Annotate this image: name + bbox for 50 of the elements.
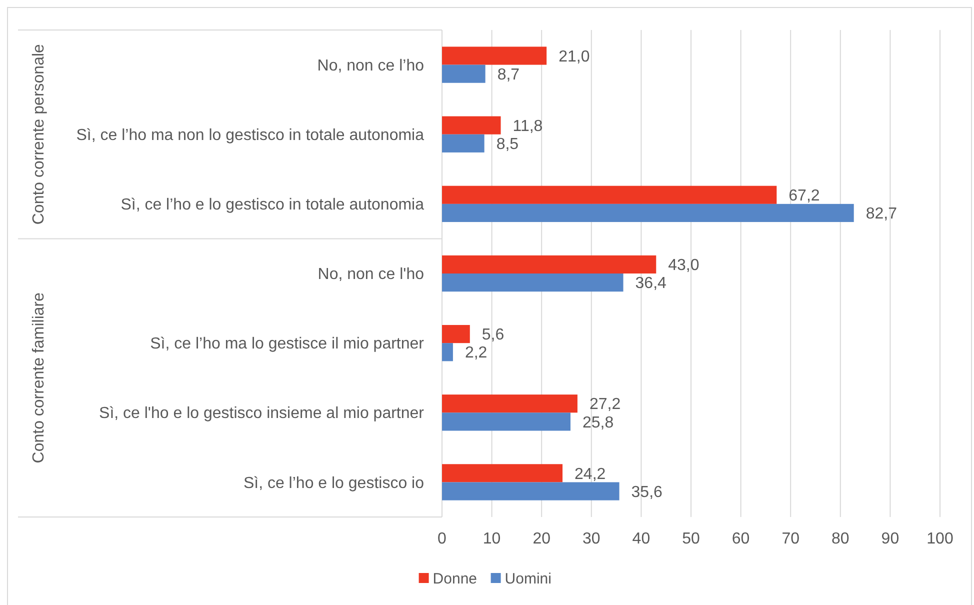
data-label: 43,0 (668, 257, 700, 274)
bar (442, 64, 486, 83)
x-tick-label: 60 (732, 530, 750, 548)
y-tick-label: Sì, ce l’ho e lo gestisco in totale autonomia (120, 196, 424, 214)
data-label: 27,2 (589, 396, 621, 414)
y-tick-label: Sì, ce l’ho ma lo gestisce il mio partner (150, 336, 425, 353)
bar (442, 482, 620, 500)
bar (442, 464, 563, 482)
bar (442, 134, 484, 152)
data-label: 35,6 (631, 484, 663, 501)
bar (442, 274, 624, 292)
data-label: 2,2 (464, 344, 488, 362)
x-tick-label: 100 (926, 530, 954, 548)
x-tick-label: 0 (438, 530, 447, 548)
x-tick-label: 70 (782, 530, 800, 548)
x-tick-label: 40 (632, 530, 650, 548)
x-tick-label: 80 (832, 530, 850, 548)
x-tick-label: 10 (482, 530, 501, 548)
y-tick-label: No, non ce l'ho (318, 266, 424, 284)
bar (442, 255, 656, 274)
data-label: 8,7 (497, 66, 520, 84)
data-label: 25,8 (582, 414, 614, 432)
legend-label: Uomini (504, 570, 552, 588)
data-label: 36,4 (635, 275, 667, 292)
data-label: 24,2 (574, 466, 606, 483)
bar (442, 324, 470, 344)
bar (442, 394, 578, 413)
bar (442, 46, 547, 65)
bar (442, 186, 777, 204)
data-label: 11,8 (512, 118, 543, 135)
x-tick-label: 20 (532, 530, 551, 548)
bar (442, 204, 854, 222)
x-tick-label: 50 (682, 530, 700, 548)
legend-label: Donne (432, 570, 478, 588)
data-label: 8,5 (496, 136, 519, 153)
y-tick-label: Sì, ce l’ho e lo gestisco io (243, 474, 424, 492)
data-label: 67,2 (788, 187, 820, 204)
data-label: 82,7 (866, 206, 898, 223)
data-label: 21,0 (558, 48, 590, 66)
x-tick-label: 90 (881, 530, 900, 548)
text: Conto corrente personale (30, 44, 48, 225)
data-label: 5,6 (482, 326, 504, 344)
bar (442, 343, 453, 362)
text: Conto corrente familiare (30, 292, 48, 464)
y-tick-label: No, non ce l’ho (317, 57, 424, 74)
bar (442, 412, 570, 431)
bar (442, 116, 501, 134)
y-tick-label: Sì, ce l’ho ma non lo gestisco in totale autonomia (76, 126, 424, 144)
y-tick-label: Sì, ce l'ho e lo gestisco insieme al mio partner (99, 405, 425, 422)
x-tick-label: 30 (582, 530, 600, 548)
